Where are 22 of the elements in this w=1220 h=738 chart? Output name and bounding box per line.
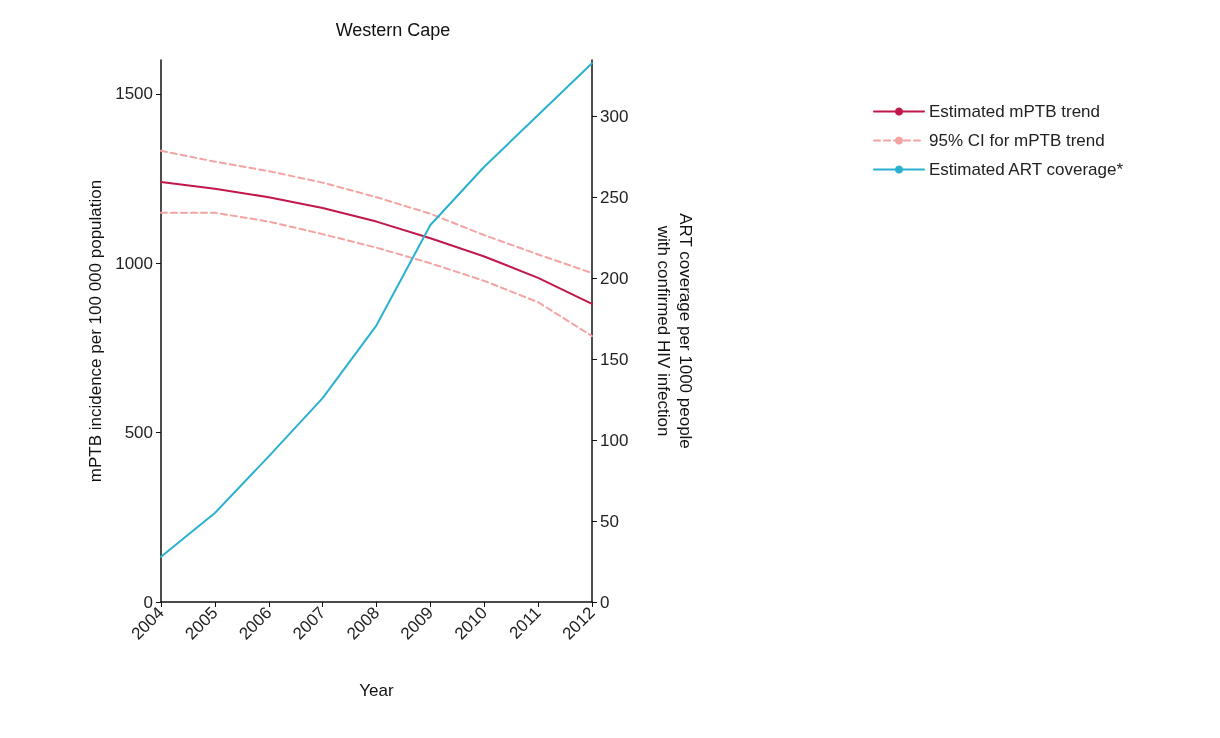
y-tick-label: 0 bbox=[143, 592, 153, 612]
y-tick-label: 500 bbox=[124, 423, 153, 443]
y-tick-label: 1500 bbox=[115, 84, 153, 104]
x-axis-title: Year bbox=[359, 681, 395, 700]
line-series bbox=[160, 211, 593, 338]
y2-tick-label: 100 bbox=[600, 430, 629, 450]
legend-label: Estimated mPTB trend bbox=[929, 102, 1101, 121]
chart-title: Western Cape bbox=[335, 20, 451, 40]
legend-label: Estimated ART coverage* bbox=[929, 160, 1124, 179]
line-series bbox=[160, 62, 593, 558]
line-series bbox=[160, 149, 593, 275]
y2-tick-label: 150 bbox=[600, 349, 629, 369]
y-tick-label: 1000 bbox=[115, 253, 153, 273]
y2-tick-label: 0 bbox=[600, 592, 610, 612]
y2-tick-label: 50 bbox=[600, 511, 619, 531]
line-series bbox=[160, 180, 593, 305]
y-axis-title: mPTB incidence per 100 000 population bbox=[85, 179, 105, 483]
y2-tick-label: 300 bbox=[600, 107, 629, 127]
y2-tick-label: 250 bbox=[600, 188, 629, 208]
y2-tick-label: 200 bbox=[600, 268, 629, 288]
legend-label: 95% CI for mPTB trend bbox=[929, 131, 1105, 150]
y2-axis-title: ART coverage per 1000 people with confirmed HIV infection bbox=[653, 213, 695, 449]
